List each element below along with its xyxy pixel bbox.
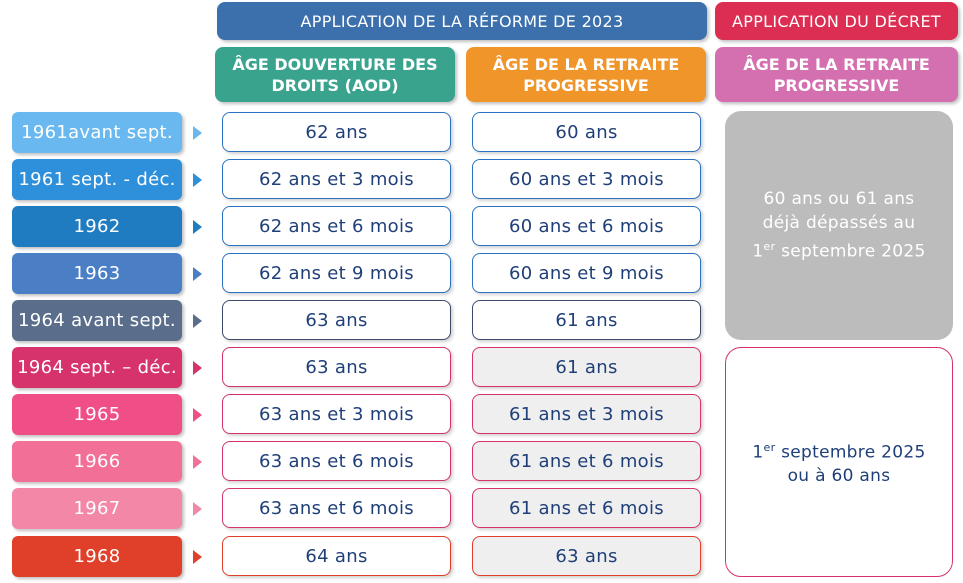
aod-cell: 64 ans [222,536,451,576]
year-label: 1961 sept. - déc. [12,159,182,200]
progressive-cell: 63 ans [472,536,701,576]
decree-grey-day: 1 [752,241,764,262]
decree-header: APPLICATION DU DÉCRET [715,2,958,40]
aod-header: ÂGE DOUVERTURE DES DROITS (AOD) [215,47,455,102]
aod-cell: 63 ans et 6 mois [222,441,451,481]
progressive-cell: 60 ans et 3 mois [472,159,701,199]
arrow-right-icon [193,361,202,375]
decree-white-ordinal: er [763,440,776,454]
year-label: 1963 [12,253,182,294]
reform-header-label: APPLICATION DE LA RÉFORME DE 2023 [300,11,624,31]
year-label-text: 1965 [73,404,121,425]
progressive-cell: 60 ans et 9 mois [472,253,701,293]
aod-cell: 63 ans et 6 mois [222,488,451,528]
aod-value: 62 ans [305,121,368,143]
arrow-right-icon [193,455,202,469]
aod-value: 63 ans et 6 mois [259,450,414,472]
decree-grey-ordinal: er [763,240,776,254]
aod-value: 62 ans et 3 mois [259,168,414,190]
decree-grey-block: 60 ans ou 61 ans déjà dépassés au 1er se… [725,111,953,340]
aod-value: 63 ans [305,356,368,378]
progressive-header-label: ÂGE DE LA RETRAITE PROGRESSIVE [492,54,680,95]
arrow-right-icon [193,126,202,140]
progressive-cell: 60 ans [472,112,701,152]
aod-cell: 63 ans et 3 mois [222,394,451,434]
year-label-text: 1964 sept. – déc. [17,357,177,378]
aod-value: 63 ans et 3 mois [259,403,414,425]
progressive-value: 61 ans [555,356,618,378]
aod-cell: 62 ans et 3 mois [222,159,451,199]
year-label: 1968 [12,536,182,577]
year-label: 1967 [12,488,182,529]
progressive-cell: 61 ans [472,347,701,387]
progressive-value: 60 ans [555,121,618,143]
decree-white-line1: 1er septembre 2025 [752,436,925,465]
year-label: 1961avant sept. [12,112,182,153]
year-label-text: 1961 sept. - déc. [18,169,176,190]
year-label-text: 1966 [73,451,121,472]
year-label-text: 1967 [73,498,121,519]
decree-white-line2: ou à 60 ans [787,466,891,487]
progressive-cell: 60 ans et 6 mois [472,206,701,246]
progressive-value: 60 ans et 3 mois [509,168,664,190]
aod-value: 62 ans et 6 mois [259,215,414,237]
arrow-right-icon [193,502,202,516]
progressive-header: ÂGE DE LA RETRAITE PROGRESSIVE [466,47,706,102]
progressive-value: 60 ans et 6 mois [509,215,664,237]
year-label: 1962 [12,206,182,247]
decree-progressive-header: ÂGE DE LA RETRAITE PROGRESSIVE [715,47,958,102]
aod-cell: 62 ans et 6 mois [222,206,451,246]
year-label-text: 1968 [73,546,121,567]
year-label-text: 1963 [73,263,121,284]
aod-value: 62 ans et 9 mois [259,262,414,284]
progressive-cell: 61 ans [472,300,701,340]
decree-white-day: 1 [752,442,764,463]
decree-progressive-header-label: ÂGE DE LA RETRAITE PROGRESSIVE [743,54,930,95]
arrow-right-icon [193,220,202,234]
reform-header: APPLICATION DE LA RÉFORME DE 2023 [217,2,707,40]
decree-white-block: 1er septembre 2025 ou à 60 ans [725,347,953,577]
decree-grey-date: septembre 2025 [775,241,926,262]
year-label-text: 1964 avant sept. [18,310,176,331]
year-label: 1964 sept. – déc. [12,347,182,388]
progressive-cell: 61 ans et 6 mois [472,441,701,481]
aod-header-label: ÂGE DOUVERTURE DES DROITS (AOD) [232,54,438,95]
aod-value: 63 ans [305,309,368,331]
arrow-right-icon [193,314,202,328]
progressive-value: 61 ans [555,309,618,331]
aod-cell: 62 ans et 9 mois [222,253,451,293]
year-label-text: 1962 [73,216,121,237]
progressive-cell: 61 ans et 3 mois [472,394,701,434]
aod-cell: 63 ans [222,300,451,340]
year-label-text: 1961avant sept. [21,122,173,143]
year-label: 1965 [12,394,182,435]
year-label: 1966 [12,441,182,482]
decree-grey-line2: déjà dépassés au [762,213,916,234]
decree-grey-line3: 1er septembre 2025 [752,235,925,264]
arrow-right-icon [193,550,202,564]
progressive-cell: 61 ans et 6 mois [472,488,701,528]
aod-value: 63 ans et 6 mois [259,497,414,519]
progressive-value: 61 ans et 6 mois [509,497,664,519]
progressive-value: 61 ans et 6 mois [509,450,664,472]
arrow-right-icon [193,267,202,281]
progressive-value: 63 ans [555,545,618,567]
aod-cell: 62 ans [222,112,451,152]
arrow-right-icon [193,173,202,187]
aod-value: 64 ans [305,545,368,567]
progressive-value: 60 ans et 9 mois [509,262,664,284]
arrow-right-icon [193,408,202,422]
decree-header-label: APPLICATION DU DÉCRET [732,11,941,31]
aod-cell: 63 ans [222,347,451,387]
year-label: 1964 avant sept. [12,300,182,341]
decree-white-date: septembre 2025 [775,442,926,463]
decree-grey-line1: 60 ans ou 61 ans [763,189,915,210]
progressive-value: 61 ans et 3 mois [509,403,664,425]
